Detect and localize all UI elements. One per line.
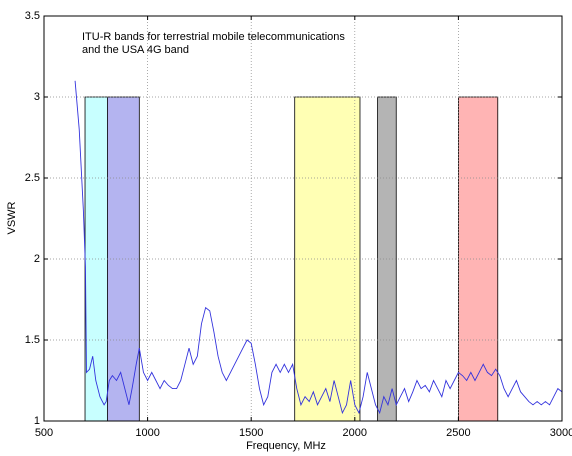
y-tick-label: 1 [34,415,40,427]
x-tick-label: 1500 [239,427,263,439]
y-tick-label: 2.5 [25,172,40,184]
annotation: and the USA 4G band [82,44,189,56]
y-tick-label: 1.5 [25,334,40,346]
plot-frame [43,15,563,422]
x-tick-label: 500 [35,427,53,439]
y-tick-label: 3.5 [25,10,40,22]
annotation: ITU-R bands for terrestrial mobile telec… [82,31,345,43]
x-tick-label: 3000 [550,427,572,439]
x-tick-label: 2000 [343,427,367,439]
y-tick-label: 2 [34,253,40,265]
y-tick-label: 3 [34,91,40,103]
vswr-line [74,80,563,415]
x-axis-label: Frequency, MHz [246,440,326,452]
plot [74,80,563,415]
x-tick-label: 1000 [135,427,159,439]
x-tick-label: 2500 [446,427,470,439]
y-axis-label: VSWR [6,201,18,234]
